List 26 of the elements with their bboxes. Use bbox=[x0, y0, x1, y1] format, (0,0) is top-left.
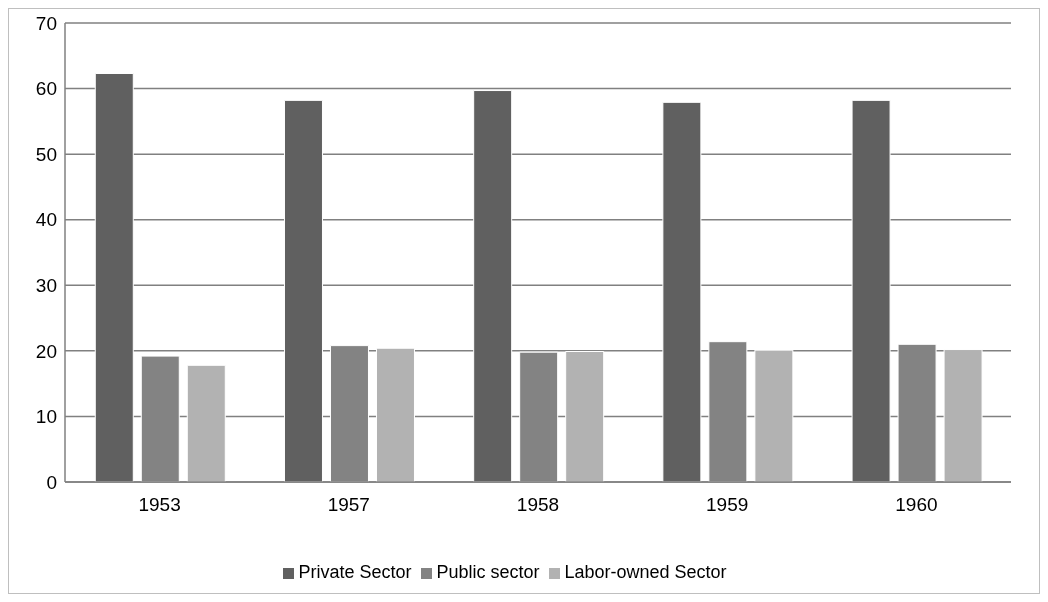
y-tick-label: 10 bbox=[35, 406, 57, 428]
bar bbox=[186, 364, 226, 482]
legend-label: Labor-owned Sector bbox=[564, 562, 727, 582]
bar bbox=[565, 351, 605, 482]
bar bbox=[283, 99, 323, 482]
bar bbox=[754, 349, 794, 482]
legend-label: Public sector bbox=[436, 562, 540, 582]
x-tick-label: 1953 bbox=[138, 494, 181, 516]
y-tick-label: 0 bbox=[46, 471, 57, 493]
y-tick-label: 70 bbox=[35, 12, 57, 34]
bar bbox=[94, 72, 134, 482]
y-tick-label: 60 bbox=[35, 78, 57, 100]
bar bbox=[851, 99, 891, 482]
bar bbox=[473, 90, 513, 482]
y-tick-label: 50 bbox=[35, 143, 57, 165]
x-tick-label: 1958 bbox=[516, 494, 560, 516]
legend-label: Private Sector bbox=[298, 562, 412, 582]
x-tick-label: 1959 bbox=[706, 494, 749, 516]
y-tick-label: 40 bbox=[35, 209, 57, 231]
bar bbox=[943, 349, 983, 482]
y-tick-label: 30 bbox=[35, 275, 57, 297]
x-tick-label: 1960 bbox=[895, 494, 938, 516]
bar bbox=[375, 347, 415, 482]
x-tick-label: 1957 bbox=[327, 494, 370, 516]
y-tick-label: 20 bbox=[35, 340, 57, 362]
bar bbox=[662, 101, 702, 482]
